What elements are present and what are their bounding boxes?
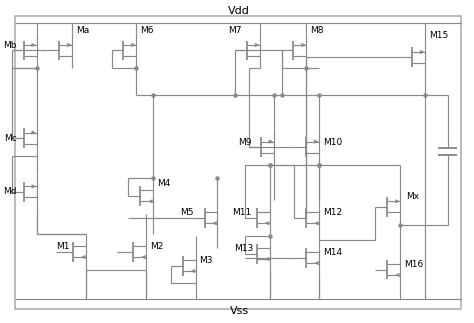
Text: M14: M14 — [323, 248, 342, 257]
Text: M6: M6 — [140, 26, 154, 35]
Text: M4: M4 — [157, 179, 171, 188]
Text: M2: M2 — [150, 242, 164, 251]
Text: M16: M16 — [404, 260, 423, 269]
Text: M8: M8 — [310, 26, 324, 35]
Text: M5: M5 — [180, 208, 193, 217]
Text: M10: M10 — [323, 138, 342, 147]
Text: Ma: Ma — [76, 26, 89, 35]
Text: M1: M1 — [56, 242, 70, 251]
Text: Vss: Vss — [229, 306, 249, 316]
Text: M11: M11 — [232, 208, 251, 217]
Text: M9: M9 — [238, 138, 252, 147]
Text: M13: M13 — [234, 244, 254, 253]
Text: M3: M3 — [200, 256, 213, 265]
Text: M7: M7 — [228, 26, 242, 35]
Text: M15: M15 — [429, 31, 448, 40]
Text: Md: Md — [3, 187, 17, 196]
Text: Vdd: Vdd — [228, 5, 250, 16]
Text: Mx: Mx — [406, 193, 419, 201]
Text: Mc: Mc — [4, 134, 17, 142]
Text: Mb: Mb — [3, 41, 17, 50]
Text: M12: M12 — [323, 208, 342, 217]
